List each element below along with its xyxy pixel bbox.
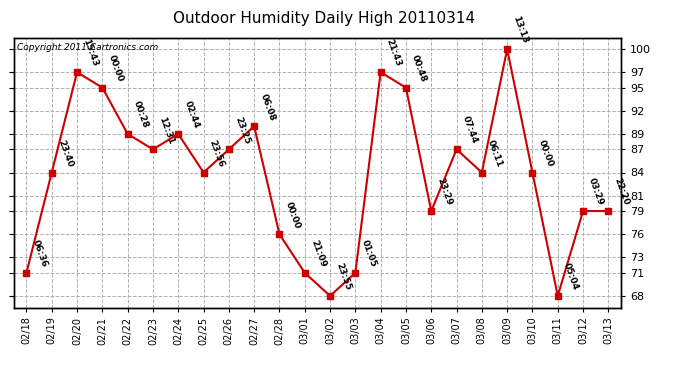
Point [148,146,159,152]
Point [299,270,310,276]
Text: 21:43: 21:43 [385,38,403,68]
Text: 23:29: 23:29 [435,177,454,207]
Text: 00:00: 00:00 [284,201,302,230]
Point [21,270,32,276]
Point [400,85,411,91]
Point [451,146,462,152]
Point [476,170,487,176]
Point [603,208,614,214]
Text: 06:36: 06:36 [30,239,49,268]
Point [72,69,83,75]
Point [224,146,235,152]
Point [552,293,563,299]
Text: 23:56: 23:56 [208,138,226,168]
Point [350,270,361,276]
Point [527,170,538,176]
Text: 00:00: 00:00 [106,54,125,84]
Point [97,85,108,91]
Point [46,170,57,176]
Text: 02:44: 02:44 [182,100,201,130]
Point [274,231,285,237]
Text: 12:31: 12:31 [157,115,175,145]
Point [324,293,335,299]
Point [122,131,133,137]
Text: 06:11: 06:11 [486,138,504,168]
Text: 23:55: 23:55 [334,262,353,292]
Text: 23:25: 23:25 [233,115,251,145]
Point [426,208,437,214]
Point [172,131,184,137]
Text: 05:04: 05:04 [562,262,580,292]
Text: 07:44: 07:44 [461,115,479,145]
Text: 06:08: 06:08 [258,92,277,122]
Text: 21:09: 21:09 [309,238,327,268]
Text: 13:13: 13:13 [511,15,529,45]
Text: Copyright 2011 Cartronics.com: Copyright 2011 Cartronics.com [17,43,158,52]
Text: 00:00: 00:00 [537,139,555,168]
Text: 15:43: 15:43 [81,38,99,68]
Point [248,123,259,129]
Text: 01:05: 01:05 [359,239,377,268]
Text: Outdoor Humidity Daily High 20110314: Outdoor Humidity Daily High 20110314 [173,11,475,26]
Text: 22:20: 22:20 [613,177,631,207]
Point [198,170,209,176]
Text: 00:48: 00:48 [410,54,428,84]
Point [502,46,513,52]
Text: 03:29: 03:29 [587,177,605,207]
Point [375,69,386,75]
Point [578,208,589,214]
Text: 00:28: 00:28 [132,100,150,130]
Text: 23:40: 23:40 [56,138,74,168]
